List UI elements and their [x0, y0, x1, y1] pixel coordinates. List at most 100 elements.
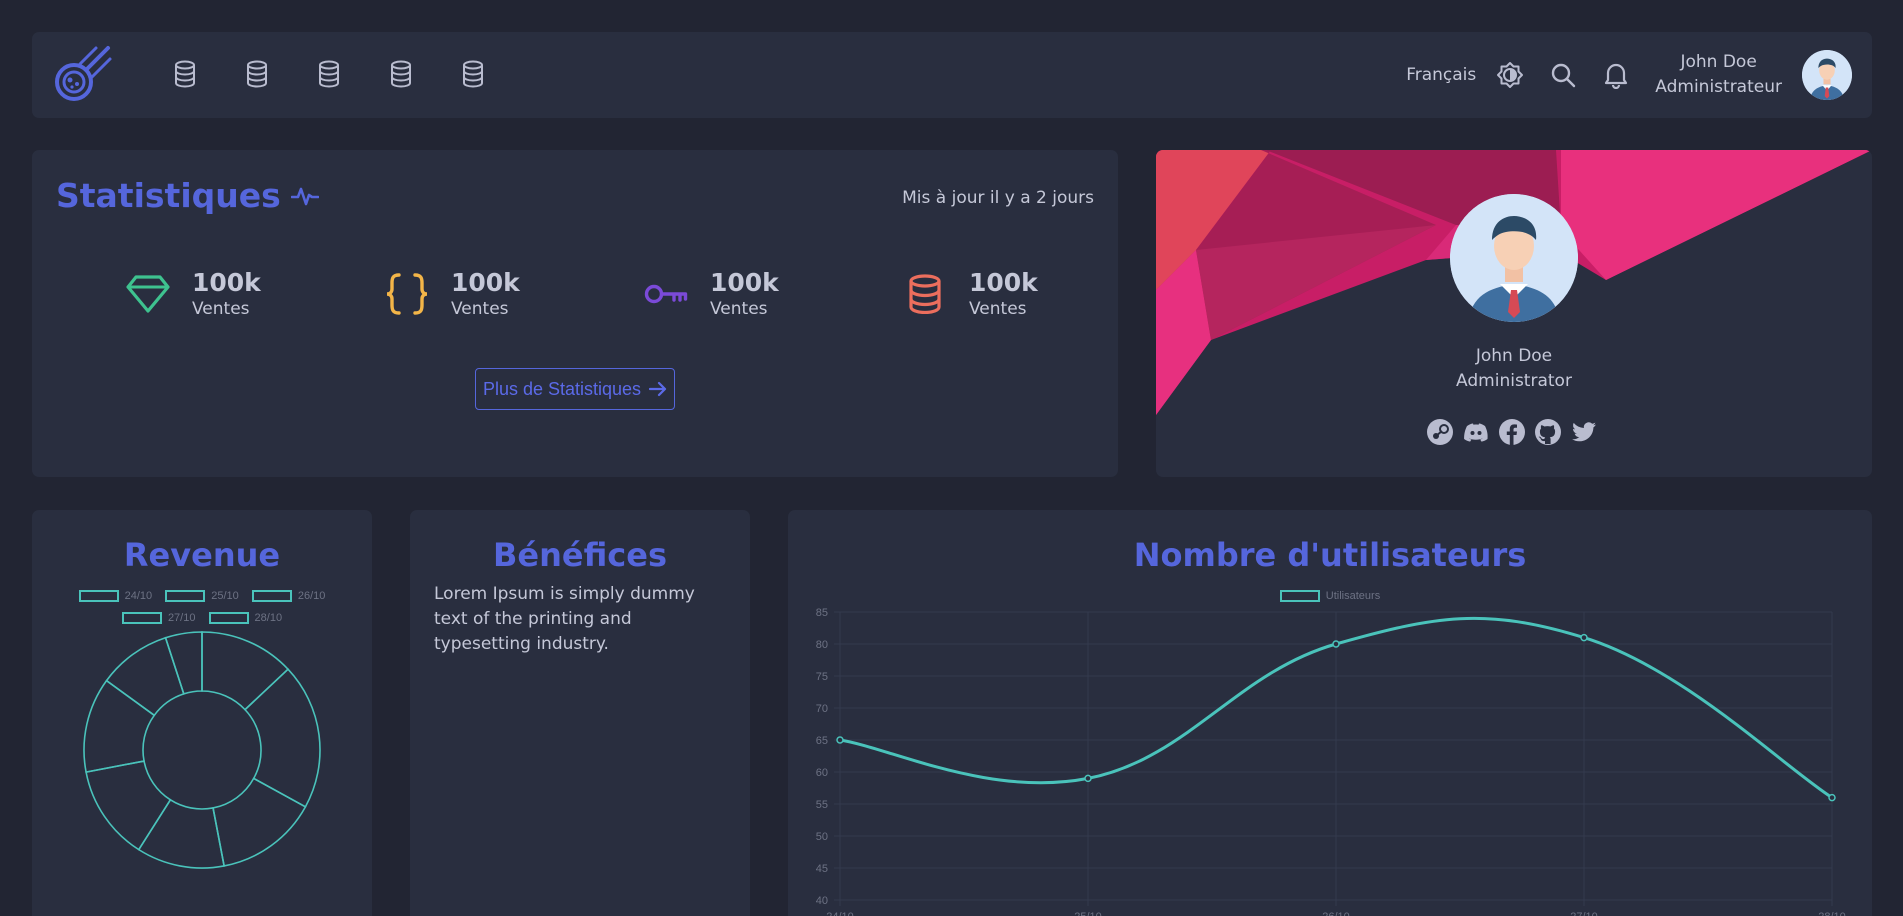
- donut-slice[interactable]: [83, 679, 156, 774]
- database-icon: [901, 270, 949, 318]
- legend-item[interactable]: 27/10: [121, 612, 196, 624]
- donut-slice[interactable]: [105, 636, 185, 717]
- users-line-chart: 40 45 50 55 60 65 70 75 80 85 24/10 25/10 26/10 27/10…: [816, 607, 1846, 916]
- diamond-icon: [124, 270, 172, 318]
- profile-avatar[interactable]: [1450, 194, 1578, 322]
- data-point[interactable]: [1332, 640, 1340, 648]
- legend-label: 26/10: [297, 590, 326, 602]
- stat-item: 100k Ventes: [124, 268, 261, 320]
- donut-slice[interactable]: [85, 760, 172, 851]
- stats-title: Statistiques: [56, 176, 319, 215]
- stats-card: Statistiques Mis à jour il y a 2 jours 1…: [32, 150, 1118, 477]
- stats-updated-text: Mis à jour il y a 2 jours: [902, 188, 1094, 208]
- stat-item: 100k Ventes: [901, 268, 1038, 320]
- revenue-card: Revenue 24/10 25/10 26/10 27/10 28/10: [32, 510, 372, 916]
- stat-value: 100k: [192, 268, 261, 297]
- legend-item[interactable]: 25/10: [165, 590, 239, 602]
- data-point[interactable]: [836, 736, 844, 744]
- donut-slice[interactable]: [164, 631, 203, 695]
- stat-label: Ventes: [710, 299, 768, 319]
- stats-title-text: Statistiques: [56, 176, 281, 215]
- stat-label: Ventes: [451, 299, 509, 319]
- database-icon[interactable]: [390, 60, 412, 88]
- x-tick-label: 26/10: [1322, 911, 1350, 916]
- more-stats-label: Plus de Statistiques: [482, 378, 642, 399]
- benefits-card: Bénéfices Lorem Ipsum is simply dummy te…: [410, 510, 750, 916]
- y-tick-label: 65: [816, 735, 828, 747]
- braces-icon: [383, 270, 431, 318]
- x-tick-label: 27/10: [1570, 911, 1598, 916]
- comet-logo-icon[interactable]: [50, 42, 114, 106]
- bell-icon[interactable]: [1602, 61, 1630, 89]
- legend-label: Utilisateurs: [1325, 590, 1381, 602]
- search-icon[interactable]: [1549, 61, 1577, 89]
- theme-toggle-icon[interactable]: [1496, 61, 1524, 89]
- profile-name: John Doe: [1475, 346, 1553, 366]
- legend-label: 27/10: [167, 612, 196, 624]
- arrow-right-icon: [649, 381, 667, 397]
- legend-item[interactable]: 26/10: [251, 590, 326, 602]
- steam-icon[interactable]: [1426, 418, 1454, 446]
- users-legend: Utilisateurs: [788, 590, 1872, 605]
- stat-value: 100k: [451, 268, 520, 297]
- legend-label: 24/10: [124, 590, 153, 602]
- stat-item: 100k Ventes: [642, 268, 779, 320]
- data-point[interactable]: [1084, 774, 1092, 783]
- database-icon[interactable]: [318, 60, 340, 88]
- y-tick-label: 40: [816, 895, 828, 907]
- social-links: [1426, 418, 1598, 446]
- x-tick-label: 24/10: [826, 911, 854, 916]
- y-tick-label: 45: [816, 863, 828, 875]
- data-point[interactable]: [1828, 793, 1836, 802]
- y-tick-label: 70: [816, 703, 828, 715]
- facebook-icon[interactable]: [1498, 418, 1526, 446]
- y-tick-label: 60: [816, 767, 828, 779]
- x-tick-label: 28/10: [1818, 911, 1846, 916]
- revenue-donut-chart: [83, 631, 321, 869]
- stat-value: 100k: [969, 268, 1038, 297]
- profile-info: John Doe Administrator: [1156, 344, 1872, 394]
- user-info[interactable]: John Doe Administrateur: [1655, 50, 1782, 100]
- profile-role: Administrator: [1456, 371, 1572, 391]
- top-navbar: Français John Doe Administrateur: [32, 32, 1872, 118]
- benefits-title: Bénéfices: [492, 536, 667, 574]
- y-tick-label: 50: [816, 831, 828, 843]
- users-chart-card: Nombre d'utilisateurs Utilisateurs 40 45 5…: [788, 510, 1872, 916]
- discord-icon[interactable]: [1462, 418, 1490, 446]
- donut-slice[interactable]: [137, 798, 226, 869]
- stat-value: 100k: [710, 268, 779, 297]
- stat-label: Ventes: [969, 299, 1027, 319]
- y-tick-label: 75: [816, 671, 828, 683]
- activity-icon: [290, 187, 319, 205]
- key-icon: [642, 270, 690, 318]
- legend-item[interactable]: 28/10: [208, 612, 283, 624]
- database-icon[interactable]: [462, 60, 484, 88]
- github-icon[interactable]: [1534, 418, 1562, 446]
- user-role: Administrateur: [1655, 77, 1782, 97]
- donut-slice[interactable]: [243, 668, 321, 808]
- benefits-text: Lorem Ipsum is simply dummy text of the …: [434, 584, 695, 654]
- database-icon[interactable]: [246, 60, 268, 88]
- donut-slice[interactable]: [201, 631, 290, 711]
- donut-slice[interactable]: [212, 777, 307, 867]
- y-tick-label: 55: [816, 799, 828, 811]
- legend-label: 28/10: [254, 612, 283, 624]
- database-icon[interactable]: [174, 60, 196, 88]
- language-selector[interactable]: Français: [1406, 65, 1477, 85]
- avatar[interactable]: [1802, 50, 1852, 100]
- nav-icon-group: [174, 60, 484, 88]
- revenue-legend-row-2: 27/10 28/10: [32, 612, 372, 627]
- stat-label: Ventes: [192, 299, 250, 319]
- legend-label: 25/10: [211, 590, 239, 602]
- y-tick-label: 80: [816, 639, 828, 651]
- more-stats-button[interactable]: Plus de Statistiques: [475, 368, 675, 410]
- twitter-icon[interactable]: [1570, 418, 1598, 446]
- legend-item[interactable]: 24/10: [78, 590, 153, 602]
- stat-item: 100k Ventes: [383, 268, 520, 320]
- users-chart-title: Nombre d'utilisateurs: [1133, 536, 1527, 574]
- revenue-legend: 24/10 25/10 26/10: [32, 590, 372, 605]
- data-point[interactable]: [1580, 633, 1588, 642]
- y-tick-label: 85: [816, 607, 828, 619]
- legend-item[interactable]: Utilisateurs: [1279, 590, 1381, 602]
- x-tick-label: 25/10: [1074, 911, 1102, 916]
